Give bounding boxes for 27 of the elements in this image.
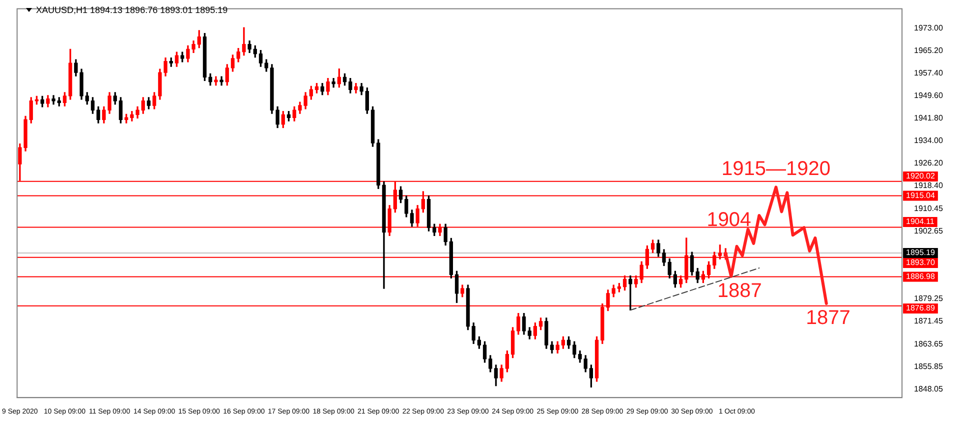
ref-line-label: 1920.02 xyxy=(906,172,936,181)
annotation: 1887 xyxy=(717,280,762,302)
y-tick-label: 1871.45 xyxy=(914,316,944,326)
annotation: 1904 xyxy=(706,209,752,232)
ref-line-label: 1886.98 xyxy=(906,272,936,281)
y-tick-label: 1934.00 xyxy=(914,136,944,146)
annotation: 1915—1920 xyxy=(721,158,830,180)
y-tick-label: 1965.20 xyxy=(914,46,944,56)
y-tick-label: 1848.05 xyxy=(914,384,944,394)
y-tick-label: 1926.20 xyxy=(914,158,944,168)
ref-line-label: 1915.04 xyxy=(906,190,936,200)
y-tick-label: 1918.40 xyxy=(914,181,944,190)
y-tick-label: 1879.25 xyxy=(914,294,944,304)
y-tick-label: 1973.00 xyxy=(914,24,944,33)
y-tick-label: 1855.85 xyxy=(914,362,944,371)
y-tick-label: 1863.65 xyxy=(914,339,944,348)
ref-line-label: 1876.89 xyxy=(906,304,936,313)
y-tick-label: 1949.60 xyxy=(914,91,944,100)
annotation: 1877 xyxy=(806,307,850,330)
chart-title: XAUUSD,H1 1894.13 1896.76 1893.01 1895.19 xyxy=(36,5,228,15)
y-tick-label: 1910.45 xyxy=(914,204,944,214)
y-tick-label: 1941.80 xyxy=(914,114,944,123)
ref-line-label: 1895.19 xyxy=(906,248,936,258)
ref-line-label: 1904.11 xyxy=(906,217,935,226)
ref-line-label: 1893.70 xyxy=(906,258,936,268)
y-tick-label: 1902.65 xyxy=(914,226,944,236)
y-tick-label: 1957.40 xyxy=(914,68,944,78)
